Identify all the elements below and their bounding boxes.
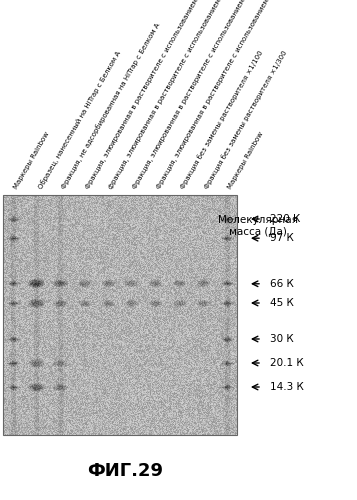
Text: 66 К: 66 К <box>270 279 294 289</box>
Text: Фракция без замены растворителя ×1/300: Фракция без замены растворителя ×1/300 <box>203 49 288 190</box>
Text: Фракция, не адсорбированная на HiTrap с Белком А: Фракция, не адсорбированная на HiTrap с … <box>61 22 162 190</box>
Text: Маркеры Rainbow: Маркеры Rainbow <box>13 130 51 190</box>
Text: 20.1 К: 20.1 К <box>270 358 303 368</box>
Text: Фракция, элюированная в растворителе с использованием NaCl×1/10: Фракция, элюированная в растворителе с и… <box>156 0 291 190</box>
Text: Фракция без замены растворителя ×1/100: Фракция без замены растворителя ×1/100 <box>180 49 265 190</box>
Text: Фракция, элюированная в растворителе с использованием Арг×1/100 ×1/300: Фракция, элюированная в растворителе с и… <box>132 0 281 190</box>
Text: 97 К: 97 К <box>270 233 294 243</box>
Text: фракция, элюированная в растворителе с использованием: фракция, элюированная в растворителе с и… <box>108 0 223 190</box>
Text: Молекулярная
масса (Да): Молекулярная масса (Да) <box>218 215 298 236</box>
Text: Маркеры Rainbow: Маркеры Rainbow <box>227 130 265 190</box>
Text: 14.3 К: 14.3 К <box>270 382 304 392</box>
Text: Образец, нанесенный на HiTrap с Белком А: Образец, нанесенный на HiTrap с Белком А <box>37 50 122 190</box>
Text: 30 К: 30 К <box>270 334 293 344</box>
Bar <box>3 195 237 435</box>
Text: Фракция, элюированная в растворителе с использованием Арг×1/100: Фракция, элюированная в растворителе с и… <box>84 0 220 190</box>
Text: 45 К: 45 К <box>270 298 294 308</box>
Text: ФИГ.29: ФИГ.29 <box>87 462 163 480</box>
Text: 220 К: 220 К <box>270 214 300 224</box>
